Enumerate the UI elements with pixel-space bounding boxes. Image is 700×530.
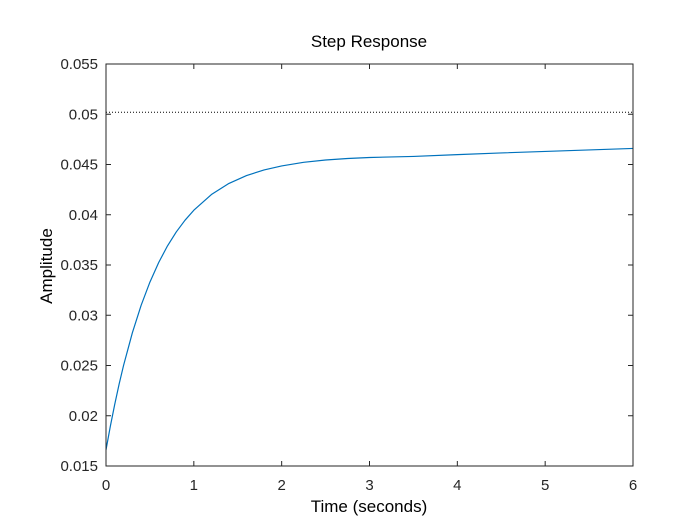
y-axis-label: Amplitude: [37, 228, 56, 304]
y-tick-label: 0.035: [60, 257, 98, 274]
x-axis-label: Time (seconds): [311, 497, 428, 516]
x-tick-label: 3: [365, 477, 373, 494]
plot-area: [106, 64, 633, 466]
axes-background: [106, 64, 633, 466]
y-tick-label: 0.04: [69, 207, 98, 224]
y-tick-label: 0.045: [60, 157, 98, 174]
y-tick-label: 0.055: [60, 56, 98, 73]
series-line-0: [105, 147, 634, 451]
x-tick-label: 2: [277, 477, 285, 494]
x-tick-label: 5: [541, 477, 549, 494]
x-tick-label: 6: [629, 477, 637, 494]
y-tick-label: 0.015: [60, 458, 98, 475]
ticks-layer: 0 1 2 3 4 5 6 0.015 0.02 0.025 0.03 0.035 0.04 0.045 0…: [60, 56, 637, 494]
y-tick-label: 0.025: [60, 358, 98, 375]
y-tick-label: 0.02: [69, 408, 98, 425]
curve-layer: [105, 111, 634, 451]
x-tick-label: 0: [102, 477, 110, 494]
x-tick-label: 1: [190, 477, 198, 494]
y-tick-label: 0.03: [69, 307, 98, 324]
chart-title: Step Response: [311, 32, 427, 51]
y-tick-label: 0.05: [69, 106, 98, 123]
x-tick-label: 4: [453, 477, 461, 494]
